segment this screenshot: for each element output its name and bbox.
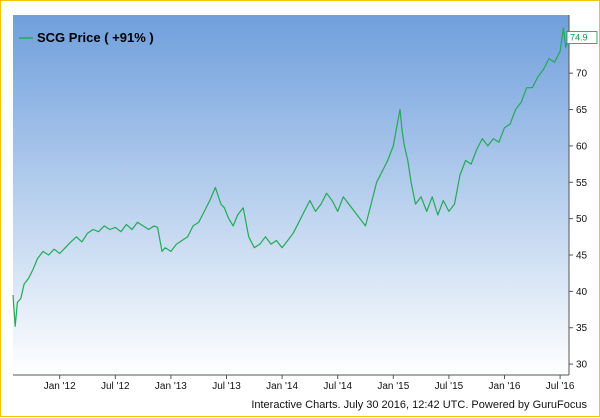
plot-background <box>13 15 569 375</box>
x-tick-label: Jul '16 <box>546 381 575 392</box>
x-tick-label: Jul '12 <box>101 381 130 392</box>
y-tick-label: 70 <box>576 69 588 80</box>
y-tick-label: 30 <box>576 360 588 371</box>
series-line <box>12 27 570 327</box>
y-tick-label: 40 <box>576 287 588 298</box>
last-value-marker: 74.9 <box>566 31 598 44</box>
y-tick-label: 45 <box>576 251 588 262</box>
x-tick-label: Jul '15 <box>435 381 464 392</box>
x-tick-label: Jan '13 <box>155 381 187 392</box>
x-tick-label: Jan '16 <box>489 381 521 392</box>
y-tick-label: 35 <box>576 323 588 334</box>
chart-footer: Interactive Charts. July 30 2016, 12:42 … <box>251 399 587 411</box>
y-tick-label: 65 <box>576 105 588 116</box>
y-tick-label: 55 <box>576 178 588 189</box>
y-tick-label: 60 <box>576 141 588 152</box>
x-tick-label: Jan '14 <box>266 381 298 392</box>
last-value-box <box>566 31 598 44</box>
x-axis: Jan '12 Jul '12 Jan '13 Jul '13 Jan '14 Jul '… <box>13 374 575 392</box>
last-value-label: 74.9 <box>570 33 588 43</box>
chart-legend[interactable]: SCG Price ( +91% ) <box>19 30 154 45</box>
legend-label: SCG Price ( +91% ) <box>37 30 154 45</box>
price-series <box>12 27 570 327</box>
x-tick-label: Jul '14 <box>323 381 352 392</box>
y-axis: 30354045505560657075 <box>568 15 588 375</box>
y-tick-label: 50 <box>576 214 588 225</box>
x-tick-label: Jul '13 <box>212 381 241 392</box>
x-tick-label: Jan '15 <box>377 381 409 392</box>
x-tick-label: Jan '12 <box>44 381 76 392</box>
